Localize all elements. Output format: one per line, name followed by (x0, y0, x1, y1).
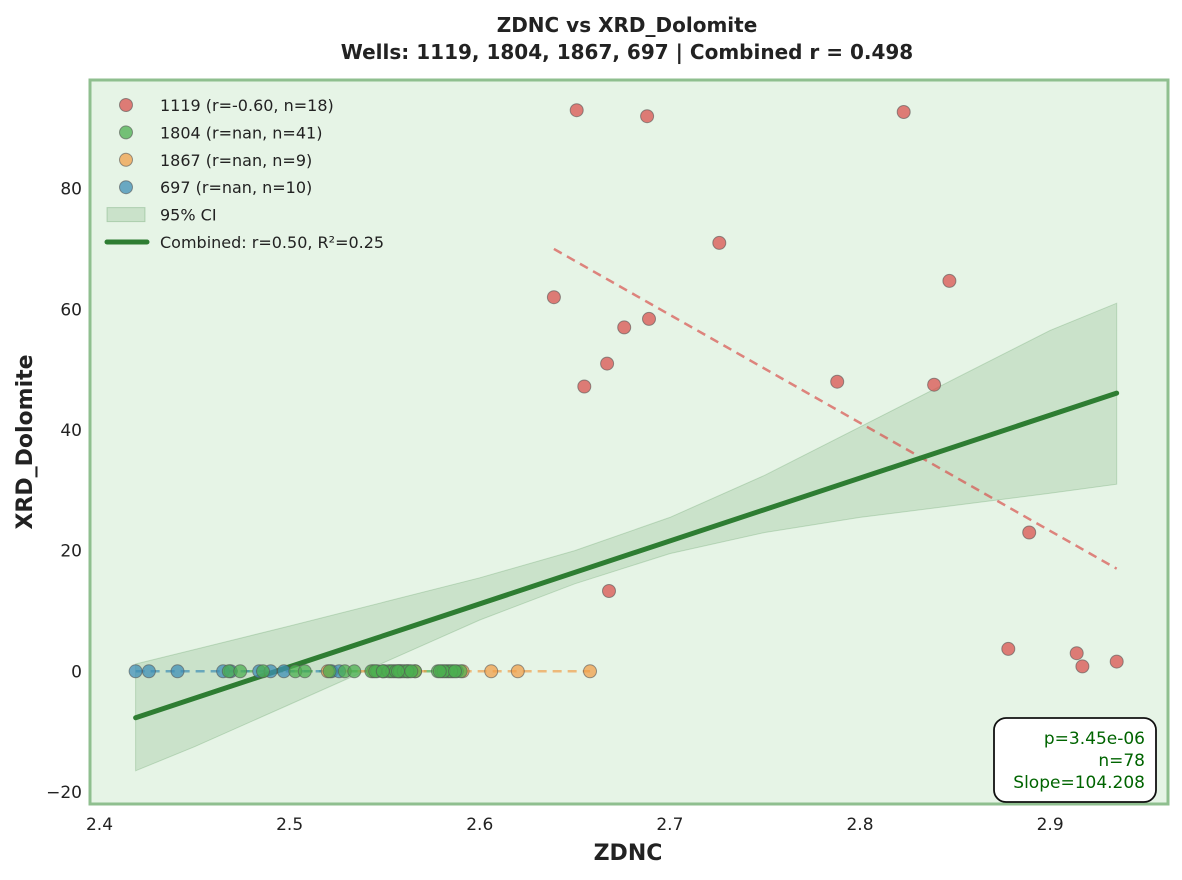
point-well-1119 (830, 374, 845, 389)
point-well-1804 (432, 664, 447, 679)
legend-label-ci: 95% CI (160, 206, 217, 225)
point-well-697 (170, 664, 185, 679)
confidence-band-layer (135, 302, 1118, 772)
point-well-1119 (896, 105, 911, 119)
point-well-1804 (322, 664, 337, 679)
chart-subtitle: Wells: 1119, 1804, 1867, 697 | Combined … (341, 40, 913, 64)
x-axis-ticks: 2.4 2.5 2.6 2.7 2.8 2.9 (86, 815, 1064, 835)
legend-label-697: 697 (r=nan, n=10) (160, 178, 312, 197)
point-well-1804 (448, 664, 462, 679)
stats-box: p=3.45e-06 n=78 Slope=104.208 (993, 717, 1157, 803)
legend-marker-1804 (119, 125, 133, 140)
y-tick-label: 40 (60, 421, 82, 441)
point-well-1119 (640, 109, 655, 124)
point-well-1804 (297, 664, 312, 679)
combined-fit-line (133, 390, 1120, 721)
x-tick-label: 2.8 (846, 815, 873, 835)
stats-n: n=78 (1098, 751, 1145, 771)
point-well-1804 (233, 664, 248, 679)
legend-label-1867: 1867 (r=nan, n=9) (160, 151, 312, 170)
x-tick-label: 2.6 (466, 815, 493, 835)
point-well-1119 (569, 103, 584, 118)
ci-band (135, 302, 1118, 772)
stats-p-value: p=3.45e-06 (1044, 729, 1145, 749)
y-tick-label: 20 (60, 542, 82, 562)
point-well-1119 (1022, 525, 1037, 540)
x-tick-label: 2.4 (86, 815, 113, 835)
point-well-1804 (404, 664, 419, 679)
y-tick-label: −20 (46, 783, 82, 803)
stats-box-frame (993, 717, 1157, 803)
point-well-697 (141, 664, 156, 679)
y-tick-label: 60 (60, 300, 82, 320)
plot-area (90, 80, 1168, 804)
point-well-1867 (484, 664, 499, 679)
point-well-697 (128, 664, 143, 679)
legend-label-1119: 1119 (r=-0.60, n=18) (160, 96, 334, 115)
point-well-1119 (927, 377, 942, 392)
stats-slope: Slope=104.208 (1013, 773, 1145, 793)
point-well-1119 (577, 379, 592, 394)
legend-label-combined: Combined: r=0.50, R²=0.25 (160, 233, 384, 252)
y-axis-ticks: −20 0 20 40 60 80 (46, 180, 82, 803)
legend-marker-1867 (119, 152, 133, 167)
plot-frame (88, 78, 1170, 806)
points-layer (128, 103, 1124, 679)
point-well-1119 (600, 356, 615, 371)
x-axis-label: ZDNC (594, 841, 663, 866)
point-well-1804 (375, 664, 390, 679)
combined-fit-layer (133, 390, 1120, 721)
point-well-1119 (942, 273, 957, 288)
point-well-1119 (1001, 641, 1016, 656)
y-axis-label: XRD_Dolomite (13, 354, 38, 529)
point-well-1119 (617, 320, 632, 335)
point-well-1119 (602, 584, 616, 598)
point-well-1119 (546, 290, 561, 305)
point-well-1119 (712, 235, 727, 250)
y-tick-label: 0 (71, 662, 82, 682)
legend: 1119 (r=-0.60, n=18) 1804 (r=nan, n=41) 18… (104, 96, 384, 252)
y-tick-label: 80 (60, 180, 82, 200)
legend-marker-1119 (119, 98, 133, 112)
trend-line-1119 (553, 247, 1118, 570)
x-tick-label: 2.7 (656, 815, 683, 835)
point-well-1119 (1069, 646, 1084, 661)
point-well-1804 (347, 664, 362, 679)
x-tick-label: 2.9 (1037, 815, 1064, 835)
legend-marker-697 (119, 180, 133, 195)
point-well-1119 (1109, 654, 1124, 669)
legend-label-1804: 1804 (r=nan, n=41) (160, 123, 322, 142)
x-tick-label: 2.5 (276, 815, 303, 835)
chart-title: ZDNC vs XRD_Dolomite (497, 13, 758, 37)
point-well-1867 (510, 664, 525, 679)
point-well-1804 (391, 664, 405, 679)
point-well-1119 (642, 311, 656, 326)
point-well-1119 (1075, 659, 1090, 674)
point-well-1804 (256, 664, 270, 679)
legend-marker-ci (106, 207, 146, 223)
point-well-1867 (583, 664, 597, 679)
